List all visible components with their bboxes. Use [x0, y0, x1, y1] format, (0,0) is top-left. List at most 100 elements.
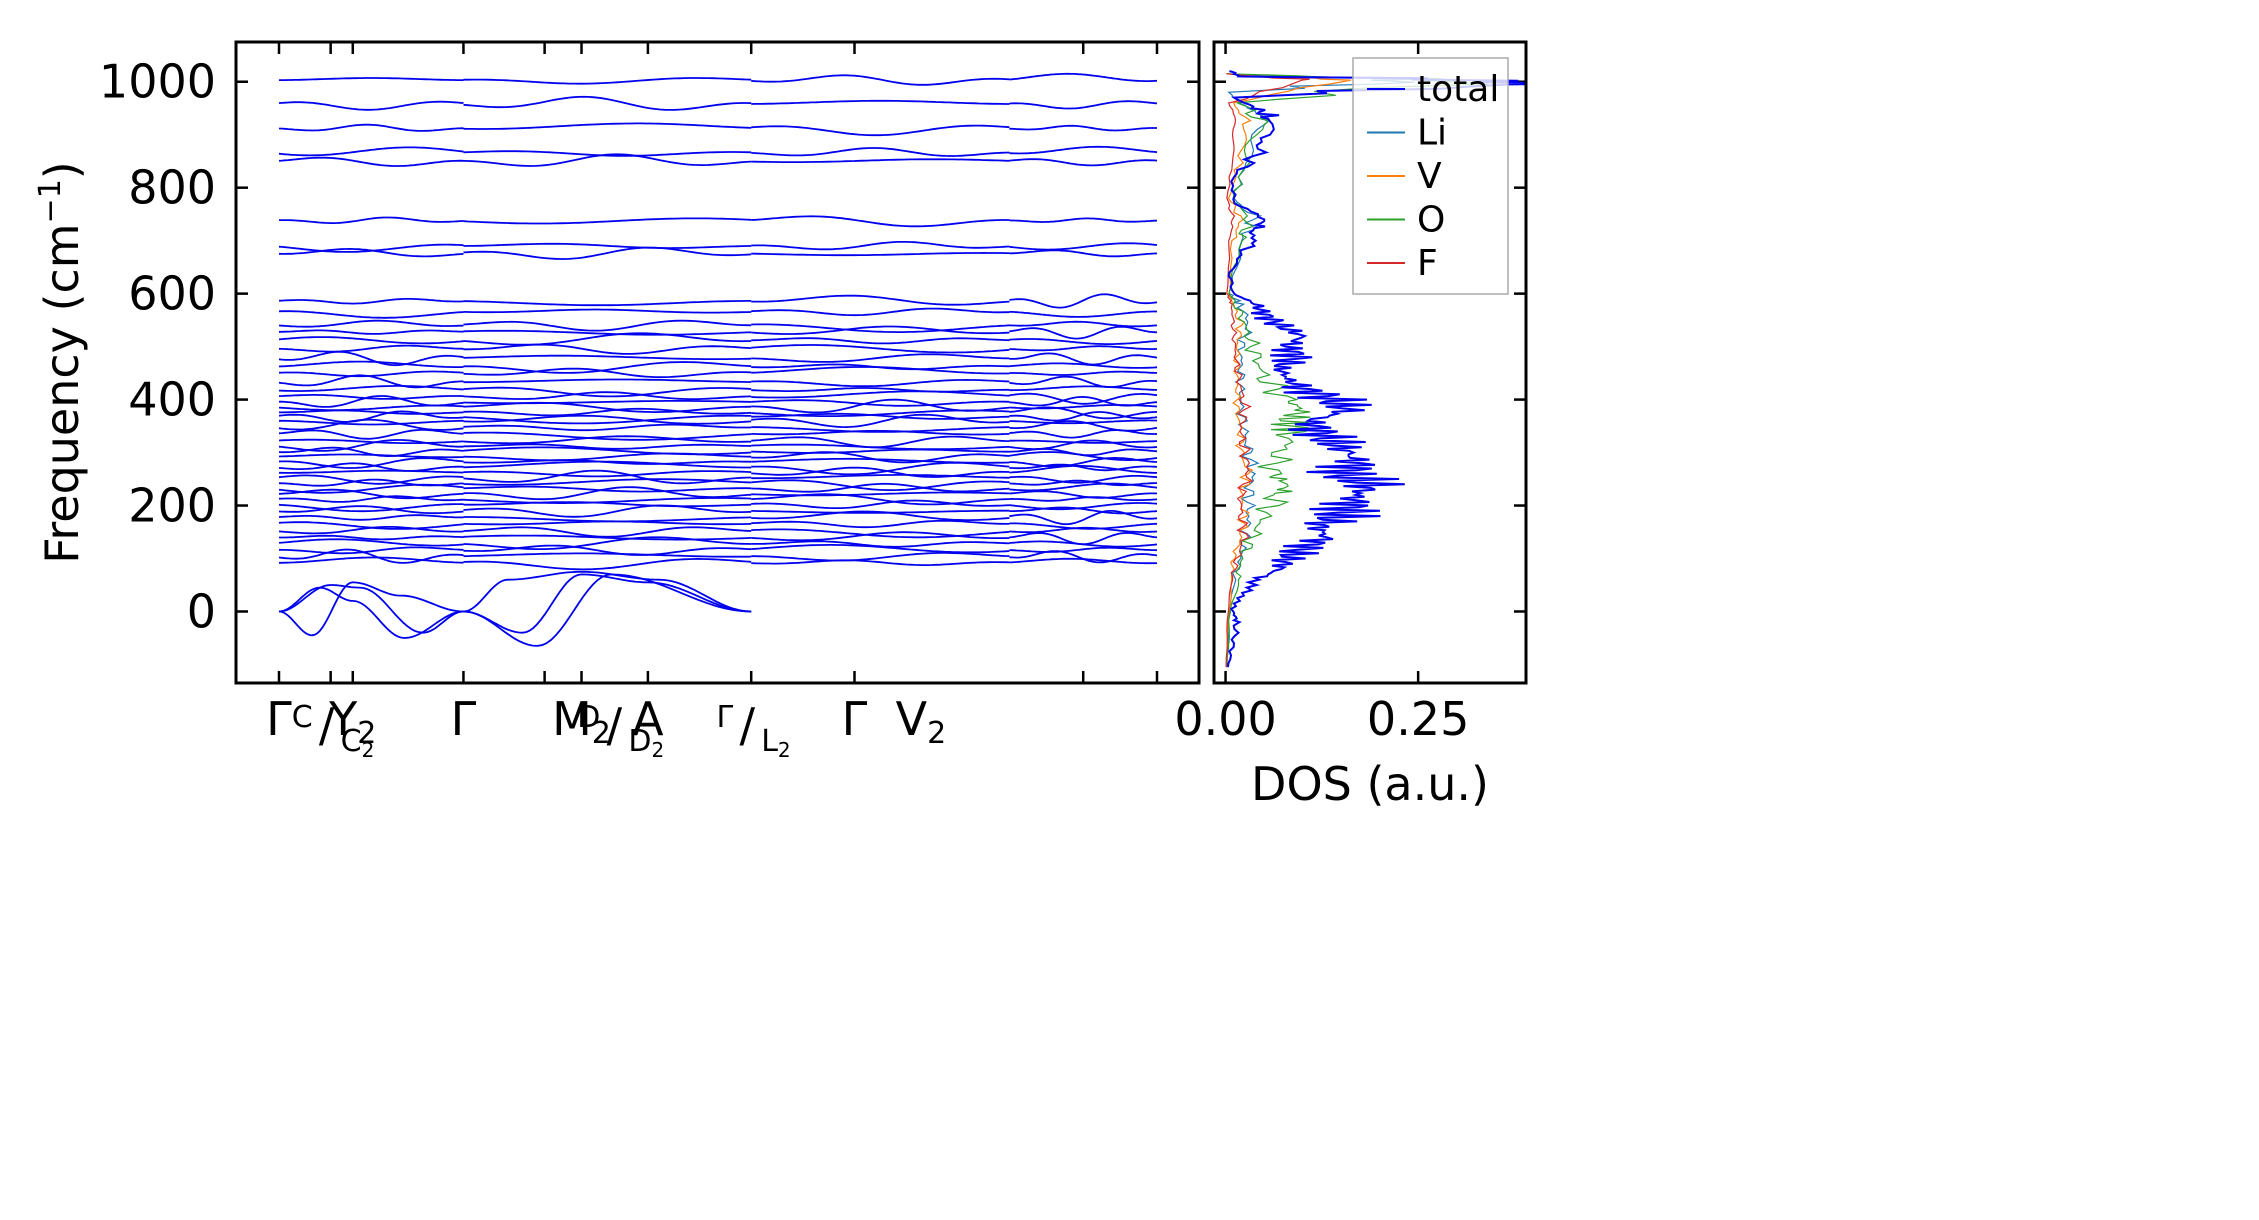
band-line [278, 546, 464, 555]
band-line [463, 443, 752, 450]
band-line [278, 393, 464, 400]
y-axis-label: Frequency (cm−1) [33, 161, 89, 564]
band-line [751, 552, 1010, 562]
band-line [1009, 124, 1157, 132]
dos-x-axis-label: DOS (a.u.) [1251, 757, 1489, 811]
band-line [1009, 429, 1157, 439]
band-line [278, 319, 464, 328]
band-line [751, 325, 1010, 335]
band-line [751, 337, 1010, 345]
band-line [1009, 482, 1158, 492]
band-line [463, 485, 752, 493]
x-tick-label-sub: 2 [357, 716, 376, 751]
band-line [463, 407, 752, 417]
x-tick-label-slash: / [739, 698, 755, 752]
band-line [278, 428, 464, 440]
band-line [751, 353, 1010, 363]
band-line [751, 307, 1010, 317]
band-line [751, 510, 1010, 521]
band-line [278, 457, 464, 469]
band-line [1009, 242, 1158, 251]
band-line [751, 448, 1010, 454]
band-line [1009, 496, 1158, 502]
band-line [1009, 420, 1158, 432]
band-line [463, 399, 752, 405]
band-line [1009, 158, 1158, 167]
band-line [1009, 145, 1158, 155]
band-line [751, 390, 1010, 399]
band-line [278, 474, 464, 485]
band-line [1009, 217, 1158, 223]
x-tick-label-slash: / [607, 698, 623, 752]
band-line [751, 99, 1010, 105]
band-line [463, 77, 752, 85]
band-line [463, 414, 752, 425]
band-line [1009, 362, 1158, 369]
band-line [751, 399, 1010, 407]
band-line [1009, 463, 1158, 472]
band-line [751, 426, 1010, 433]
legend-label-o: O [1417, 200, 1445, 241]
band-line [463, 391, 752, 401]
x-tick-label: Γ [451, 692, 477, 746]
x-tick-label-sub: 2 [927, 716, 946, 751]
band-line [278, 495, 464, 503]
band-line [463, 308, 752, 314]
band-line [751, 519, 1010, 529]
band-line [1009, 345, 1157, 352]
band-line [278, 374, 464, 389]
band-line [463, 378, 752, 384]
band-line [1009, 320, 1158, 328]
band-line [1009, 310, 1157, 318]
band-line [463, 361, 752, 374]
dos-line-v [1225, 73, 1352, 668]
band-line [751, 251, 1010, 257]
x-tick-label-slash: / [319, 698, 335, 752]
dos-line-total [1226, 70, 1526, 668]
acoustic-mode-line [278, 573, 752, 647]
band-line [279, 409, 464, 415]
band-line [463, 332, 752, 346]
band-line [278, 488, 464, 500]
band-line [751, 158, 1010, 164]
band-line [1009, 456, 1158, 468]
band-line [278, 350, 464, 367]
x-tick-label: V2 [896, 692, 947, 751]
band-line [278, 247, 464, 258]
x-tick-label-den-sub: 2 [362, 738, 375, 762]
band-line [278, 505, 464, 515]
band-line [463, 497, 752, 505]
legend-label-f: F [1417, 243, 1438, 284]
band-line [751, 466, 1010, 478]
band-line [279, 469, 464, 474]
band-line [463, 329, 752, 336]
band-line [1009, 490, 1157, 499]
band-line [279, 419, 464, 426]
band-line [278, 410, 464, 423]
dos-line-o [1226, 73, 1489, 668]
band-line [278, 538, 464, 547]
y-axis-label-tail: ) [35, 161, 89, 179]
band-frame [234, 40, 1201, 685]
band-line [279, 329, 464, 335]
band-line [463, 544, 752, 556]
band-line [463, 299, 752, 307]
band-line [751, 429, 1010, 436]
band-line [1009, 509, 1158, 526]
band-line [751, 499, 1010, 510]
band-line [278, 438, 464, 445]
band-line [278, 503, 464, 513]
band-line [1009, 411, 1158, 422]
band-line [463, 469, 752, 485]
band-line [751, 124, 1010, 137]
band-line [1009, 100, 1158, 110]
band-line [1009, 375, 1158, 389]
band-line [751, 387, 1010, 393]
band-line [1009, 72, 1158, 82]
band-line [751, 378, 1010, 388]
band-line [463, 534, 752, 541]
